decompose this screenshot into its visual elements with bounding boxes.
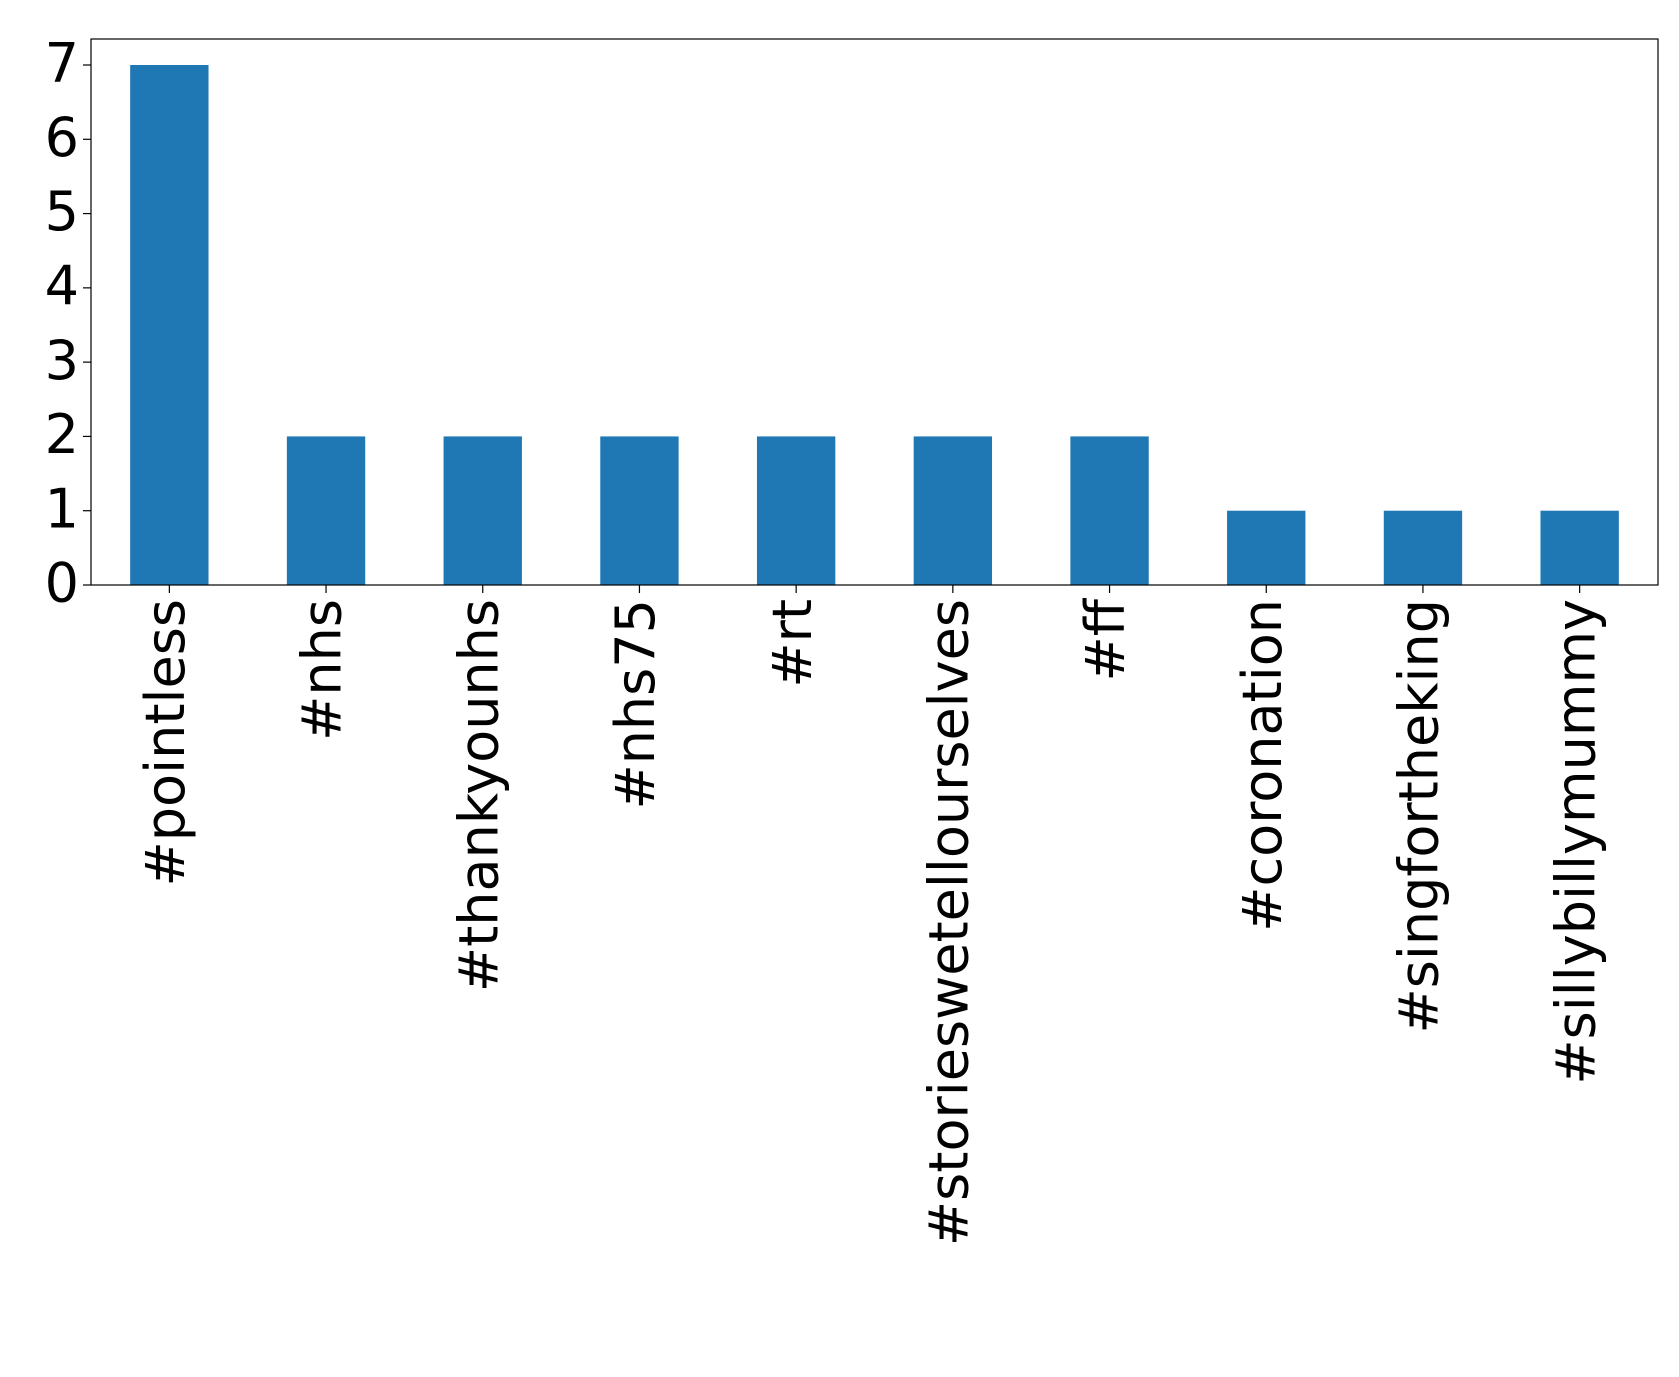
x-tick-label: #thankyounhs <box>447 599 510 992</box>
x-tick-label: #sillybillymummy <box>1544 599 1607 1085</box>
x-tick-label: #rt <box>761 599 824 688</box>
x-tick-label: #singfortheking <box>1388 599 1451 1034</box>
bar <box>1383 510 1463 585</box>
bar <box>913 436 993 585</box>
x-tick-label: #nhs <box>291 599 354 741</box>
y-tick-label: 0 <box>45 552 79 615</box>
y-tick-label: 3 <box>45 329 79 392</box>
y-tick-label: 1 <box>45 477 79 540</box>
plot-frame <box>90 38 1659 586</box>
bar <box>1227 510 1306 585</box>
bar <box>756 436 836 585</box>
y-tick-label: 7 <box>45 32 79 95</box>
y-tick-label: 6 <box>45 106 79 169</box>
y-tick-label: 4 <box>45 254 79 317</box>
bar <box>286 436 366 585</box>
x-tick-label: #pointless <box>134 599 197 886</box>
bar <box>1540 510 1619 585</box>
y-tick-label: 5 <box>45 180 79 243</box>
bar <box>130 65 209 585</box>
x-tick-label: #coronation <box>1231 599 1294 932</box>
x-tick-label: #storieswetellourselves <box>917 599 980 1246</box>
bar <box>1070 436 1149 585</box>
y-tick-label: 2 <box>45 403 79 466</box>
x-tick-label: #nhs75 <box>604 599 667 810</box>
x-tick-label: #ff <box>1074 597 1137 681</box>
bar <box>443 436 522 585</box>
bar <box>600 436 679 585</box>
